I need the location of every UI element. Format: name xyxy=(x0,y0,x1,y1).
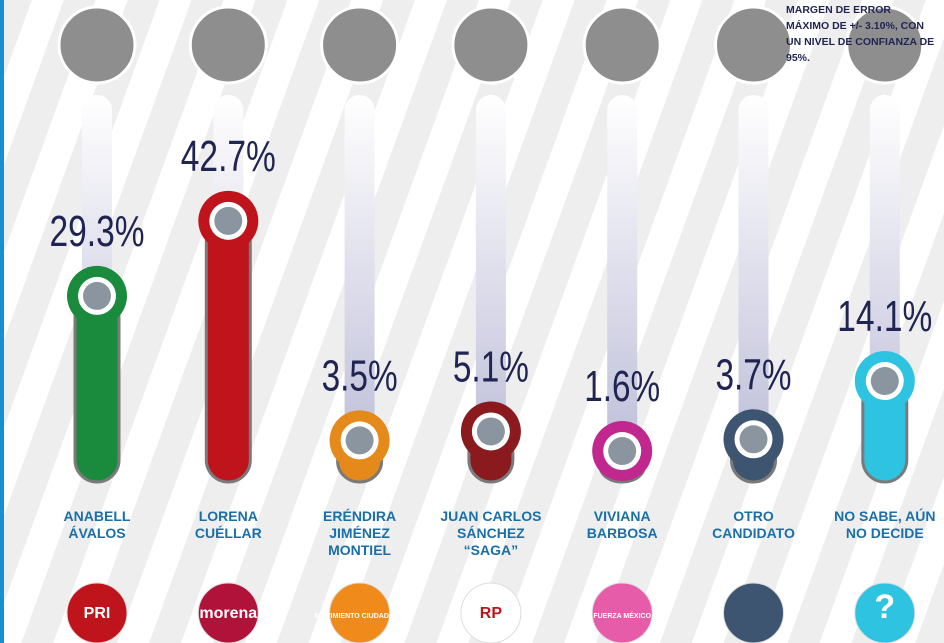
party-logo xyxy=(329,582,391,643)
knob-center xyxy=(476,417,505,446)
track xyxy=(344,95,375,482)
party-logo xyxy=(854,582,916,643)
category-label: JUAN CARLOS SÁNCHEZ “SAGA” xyxy=(440,508,542,558)
category-label: VIVIANA BARBOSA xyxy=(586,508,658,541)
value-label: 3.5% xyxy=(322,351,398,400)
party-logo-text: morena xyxy=(199,605,257,622)
party-logo xyxy=(591,582,653,643)
note: MARGEN DE ERROR MÁXIMO DE +/- 3.10%, CON… xyxy=(786,4,935,64)
value-label: 5.1% xyxy=(453,342,529,391)
track xyxy=(475,95,506,482)
party-logo xyxy=(723,582,784,643)
bar xyxy=(204,219,252,484)
knob-center xyxy=(870,367,899,396)
value-label: 1.6% xyxy=(584,362,660,411)
photo xyxy=(582,5,662,85)
category-label: NO SABE, AÚN NO DECIDE xyxy=(834,508,936,541)
party-logo-text: ? xyxy=(874,588,895,626)
category-label: LORENA CUÉLLAR xyxy=(194,508,262,541)
knob-center xyxy=(739,425,768,454)
photo xyxy=(451,5,531,85)
knob-center xyxy=(345,426,374,455)
photo xyxy=(714,5,793,85)
party-logo xyxy=(66,582,128,643)
party-logo xyxy=(460,582,522,643)
value-label: 42.7% xyxy=(181,132,276,181)
value-label: 14.1% xyxy=(837,292,932,341)
category-label: ANABELL ÁVALOS xyxy=(63,508,131,541)
party-logo-text: RP xyxy=(480,605,503,622)
photo xyxy=(320,5,400,85)
knob-center xyxy=(83,281,111,310)
value-label: 3.7% xyxy=(716,350,792,399)
category-label: OTRO CANDIDATO xyxy=(712,508,795,541)
party-logo-text: PRI xyxy=(84,605,111,622)
value-label: 29.3% xyxy=(50,207,145,256)
photo xyxy=(57,5,137,85)
party-logo xyxy=(197,582,259,643)
party-logo-text: FUERZA MÉXICO xyxy=(593,611,651,620)
left-border xyxy=(0,0,4,643)
track xyxy=(607,95,638,482)
photo xyxy=(188,5,268,85)
party-logo-text: MOVIMIENTO CIUDADANO xyxy=(315,613,405,620)
knob-center xyxy=(608,437,637,466)
knob-center xyxy=(214,206,243,235)
category-label: ERÉNDIRA JIMÉNEZ MONTIEL xyxy=(323,508,397,558)
photo xyxy=(845,5,925,85)
track xyxy=(738,95,769,482)
